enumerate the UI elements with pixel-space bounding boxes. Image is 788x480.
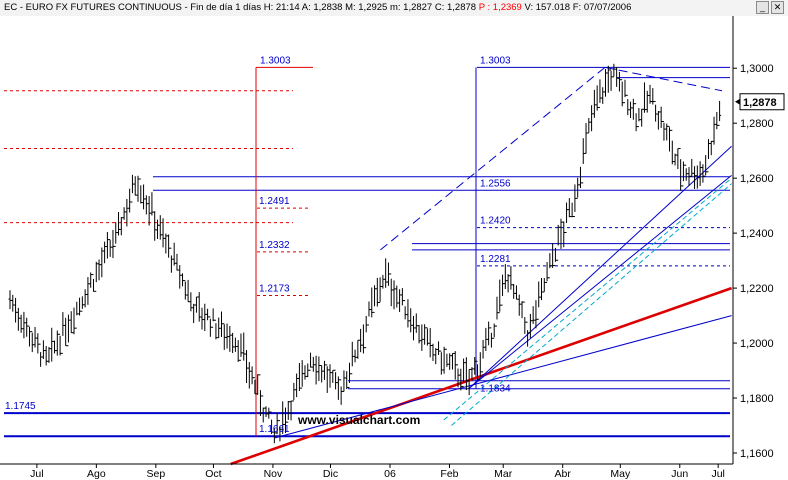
- last-price-box: [739, 93, 785, 111]
- trend-lines: [230, 66, 733, 466]
- x-tick-label: Jul: [30, 468, 43, 480]
- last-price-arrow: [735, 98, 740, 105]
- level-label: 1.1661: [259, 424, 290, 435]
- field-low: m: 1,2827: [389, 2, 433, 13]
- field-p: P : 1,2369: [478, 2, 522, 13]
- close-button[interactable]: ✕: [771, 1, 784, 14]
- x-tick-label: Jun: [671, 468, 688, 480]
- x-tick-label: Jul: [711, 468, 724, 480]
- x-tick-label: Ago: [87, 468, 106, 480]
- field-high: M: 1,2925: [345, 2, 388, 13]
- level-label: 1.2556: [480, 178, 511, 189]
- watermark: www.visualchart.com: [297, 413, 420, 427]
- x-tick-label: Nov: [264, 468, 283, 480]
- price-chart[interactable]: 1.3003 1.2491 1.2332 1.2173 1.1745 1.1661 1.30…: [0, 16, 788, 480]
- blue-dashed-upper-channel: [380, 67, 606, 251]
- cyan-channel-upper: [443, 177, 732, 421]
- price-bars: [8, 63, 722, 444]
- last-price-label: 1,2878: [743, 97, 777, 109]
- x-tick-label: 06: [384, 468, 396, 480]
- level-label: 1.3003: [260, 55, 291, 66]
- blue-channel-line: [468, 175, 732, 390]
- x-tick-label: Abr: [555, 468, 572, 480]
- y-tick-label: 1,1600: [740, 448, 774, 460]
- level-label: 1.2332: [259, 240, 290, 251]
- y-tick-label: 1,2600: [740, 173, 774, 185]
- blue-dashed-top-line: [604, 66, 723, 92]
- blue-steep-trendline: [468, 145, 732, 390]
- x-tick-label: Mar: [494, 468, 513, 480]
- x-tick-label: Oct: [205, 468, 221, 480]
- x-tick-label: Sep: [147, 468, 166, 480]
- level-label: 1.2173: [259, 284, 290, 295]
- y-tick-label: 1,1800: [740, 393, 774, 405]
- blue-long-trendline: [274, 315, 732, 439]
- level-label: 1.2420: [480, 216, 511, 227]
- time-axis: Jul Ago Sep Oct Nov Dic 06 Feb Mar Abr May Jun Jul: [30, 464, 725, 480]
- title-bar: EC - EURO FX FUTURES CONTINUOUS - Fin de…: [0, 0, 788, 16]
- minimize-button[interactable]: _: [756, 1, 769, 14]
- y-tick-label: 1,2800: [740, 118, 774, 130]
- price-axis: 1,3000 1,2800 1,2600 1,2400 1,2200 1,2000 1,18…: [733, 63, 774, 460]
- level-labels: 1.3003 1.2491 1.2332 1.2173 1.1745 1.1661 1.30…: [5, 55, 511, 435]
- cyan-channel-lower: [451, 183, 732, 426]
- title-prefix: EC - EURO FX FUTURES CONTINUOUS - Fin de…: [4, 2, 262, 13]
- field-close: C: 1,2878: [434, 2, 477, 13]
- level-label: 1.1834: [480, 384, 511, 395]
- field-time: H: 21:14: [263, 2, 300, 13]
- last-price-marker: 1,2878: [735, 93, 785, 111]
- y-tick-label: 1,2200: [740, 283, 774, 295]
- field-open: A: 1,2838: [301, 2, 343, 13]
- x-tick-label: Dic: [323, 468, 338, 480]
- y-tick-label: 1,2000: [740, 338, 774, 350]
- field-date: F: 07/07/2006: [572, 2, 632, 13]
- level-label: 1.2491: [259, 196, 290, 207]
- level-label: 1.1745: [5, 401, 36, 412]
- level-label: 1.2281: [480, 254, 511, 265]
- y-tick-label: 1,3000: [740, 63, 774, 75]
- x-tick-label: Feb: [440, 468, 458, 480]
- red-support-trendline: [230, 286, 733, 466]
- field-volume: V: 157.018: [524, 2, 571, 13]
- x-tick-label: May: [610, 468, 631, 480]
- window-title: EC - EURO FX FUTURES CONTINUOUS - Fin de…: [4, 2, 631, 13]
- y-tick-label: 1,2400: [740, 228, 774, 240]
- level-label: 1.3003: [480, 55, 511, 66]
